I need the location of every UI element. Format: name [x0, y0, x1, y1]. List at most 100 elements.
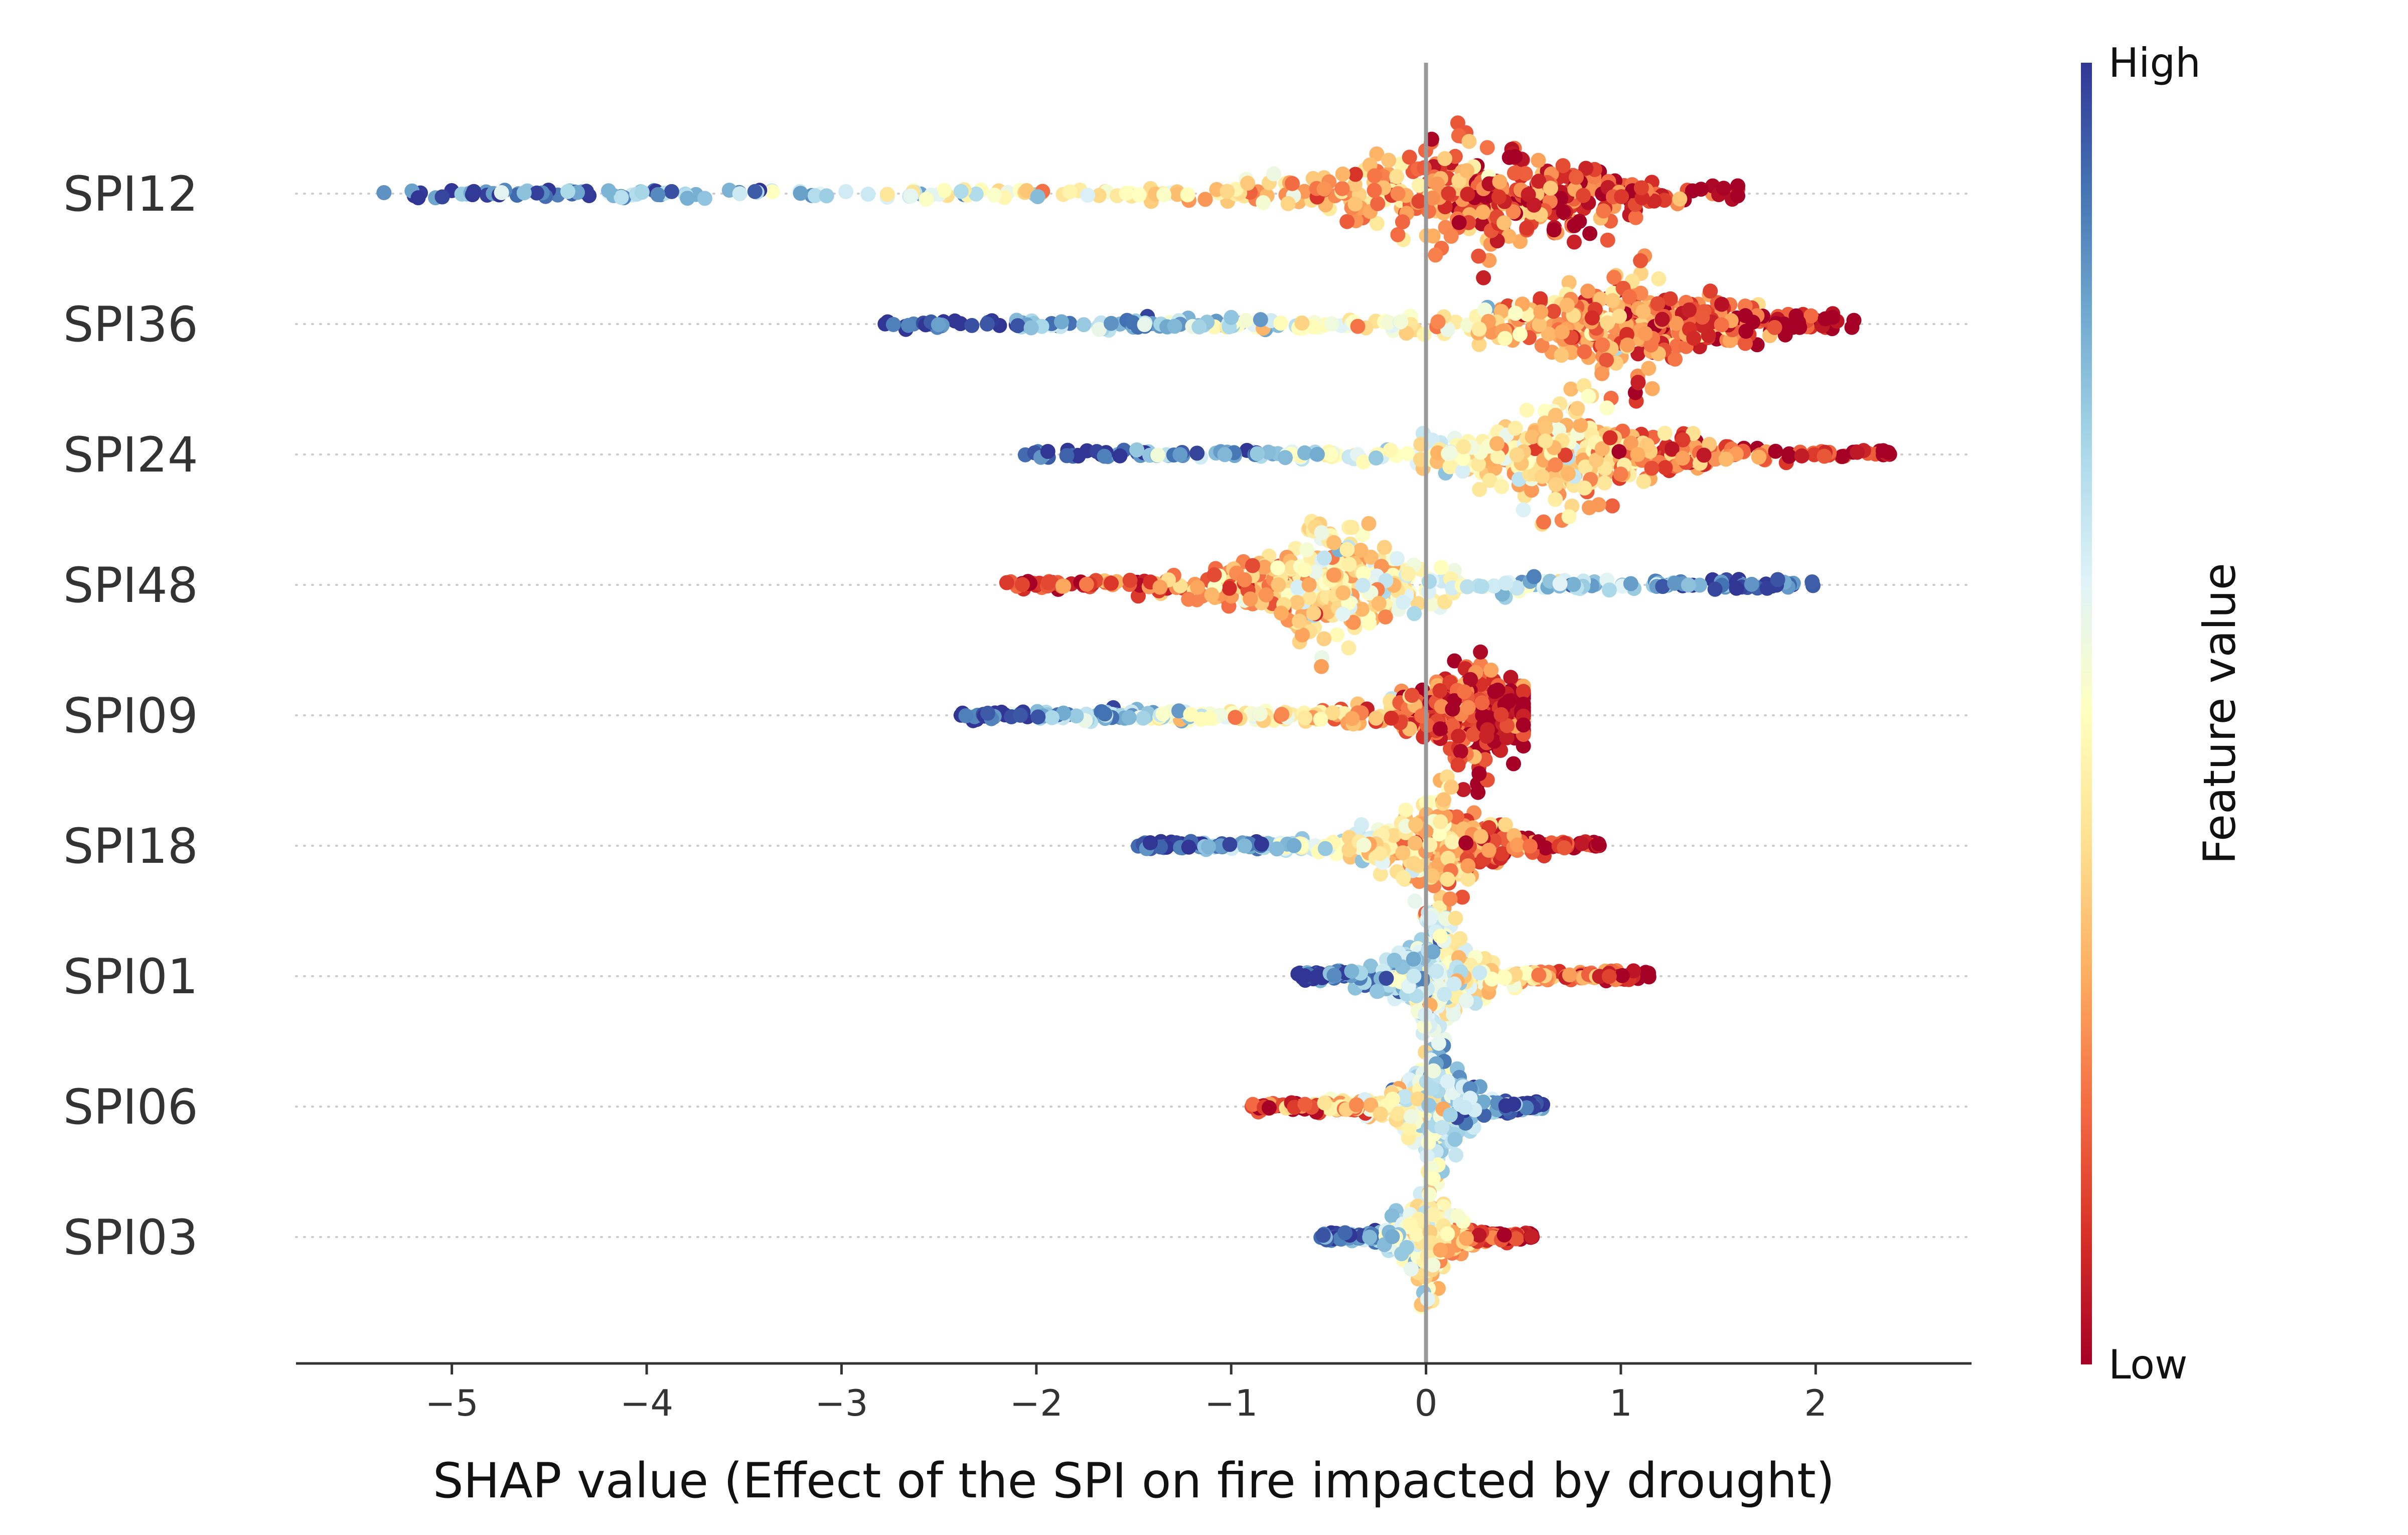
- data-point: [1329, 627, 1345, 643]
- data-point: [1402, 149, 1417, 165]
- data-point: [1412, 874, 1427, 889]
- data-point: [1664, 441, 1680, 456]
- feature-points-spi36: [877, 248, 1862, 409]
- data-point: [1356, 566, 1371, 581]
- data-point: [494, 185, 509, 200]
- data-point: [1596, 203, 1611, 219]
- data-point: [1079, 576, 1094, 592]
- data-point: [1501, 229, 1517, 244]
- data-point: [1605, 293, 1620, 309]
- data-point: [1395, 845, 1411, 861]
- data-point: [1286, 838, 1302, 853]
- data-point: [980, 705, 995, 721]
- data-point: [1204, 587, 1220, 602]
- data-point: [1399, 1240, 1414, 1255]
- data-point: [1297, 445, 1312, 460]
- data-point: [1023, 320, 1039, 336]
- data-point: [1054, 314, 1069, 330]
- data-point: [1367, 183, 1382, 198]
- data-point: [1481, 843, 1496, 858]
- data-point: [1355, 577, 1371, 593]
- data-point: [1471, 766, 1487, 782]
- data-point: [1335, 606, 1350, 622]
- data-point: [1456, 439, 1471, 454]
- data-point: [1345, 615, 1361, 630]
- data-point: [1628, 210, 1643, 225]
- data-point: [1526, 197, 1542, 213]
- data-point: [1714, 296, 1729, 312]
- data-point: [1669, 316, 1684, 331]
- data-point: [1402, 1120, 1417, 1136]
- data-point: [1383, 442, 1398, 458]
- data-point: [1323, 447, 1338, 462]
- data-point: [1363, 1097, 1379, 1113]
- data-point: [1399, 326, 1414, 341]
- data-point: [1614, 968, 1630, 983]
- data-point: [1112, 448, 1128, 464]
- data-point: [1614, 189, 1629, 204]
- data-point: [1611, 444, 1627, 459]
- data-point: [1489, 436, 1504, 451]
- x-axis: −5 −4 −3 −2 −1 0 1 2: [296, 1362, 1972, 1424]
- data-point: [1451, 215, 1467, 230]
- data-point: [1436, 792, 1451, 808]
- data-point: [1498, 1098, 1514, 1113]
- data-point: [1535, 469, 1550, 484]
- data-point: [560, 184, 575, 199]
- data-point: [1622, 289, 1637, 304]
- data-point: [1509, 1231, 1524, 1247]
- data-point: [1484, 971, 1499, 987]
- data-point: [1458, 835, 1474, 851]
- data-point: [1326, 535, 1341, 550]
- data-point: [1682, 302, 1697, 318]
- data-point: [1499, 730, 1515, 745]
- data-point: [1444, 834, 1460, 850]
- data-point: [1410, 1091, 1426, 1107]
- data-point: [919, 192, 934, 207]
- data-point: [1563, 381, 1579, 397]
- colorbar-title: Feature value: [2194, 563, 2245, 864]
- data-point: [1368, 450, 1384, 466]
- data-point: [1696, 447, 1712, 463]
- data-point: [1299, 542, 1315, 558]
- x-tick-label: 2: [1804, 1382, 1827, 1424]
- data-point: [1582, 500, 1597, 515]
- data-point: [1633, 285, 1648, 301]
- data-point: [1200, 839, 1216, 855]
- data-point: [1490, 449, 1506, 465]
- data-point: [968, 186, 984, 202]
- data-point: [1354, 601, 1370, 617]
- data-point: [1524, 1229, 1539, 1245]
- data-point: [1403, 1216, 1418, 1232]
- data-point: [1447, 653, 1462, 669]
- data-point: [1373, 1106, 1388, 1122]
- data-point: [1578, 161, 1594, 176]
- data-point: [1440, 871, 1455, 887]
- data-point: [1558, 447, 1573, 463]
- data-point: [1483, 662, 1499, 678]
- data-point: [964, 318, 980, 333]
- data-point: [1425, 868, 1440, 883]
- data-point: [1258, 587, 1274, 602]
- data-point: [1437, 987, 1452, 1002]
- data-point: [1433, 1243, 1448, 1258]
- data-point: [1506, 204, 1521, 220]
- data-point: [1554, 348, 1569, 363]
- data-point: [1390, 227, 1406, 242]
- data-point: [1581, 389, 1596, 404]
- data-point: [1441, 186, 1456, 201]
- data-point: [1510, 837, 1525, 853]
- data-point: [1355, 527, 1371, 542]
- data-point: [1577, 344, 1592, 360]
- data-point: [1554, 324, 1570, 340]
- data-point: [1447, 1132, 1463, 1147]
- data-point: [1639, 437, 1655, 453]
- data-point: [1751, 449, 1766, 465]
- x-tick-label: −4: [620, 1382, 673, 1424]
- data-point: [937, 183, 952, 198]
- data-point: [1425, 944, 1441, 960]
- data-point: [1181, 839, 1196, 855]
- data-point: [1707, 581, 1723, 597]
- data-point: [1455, 889, 1470, 905]
- data-point: [1344, 520, 1360, 535]
